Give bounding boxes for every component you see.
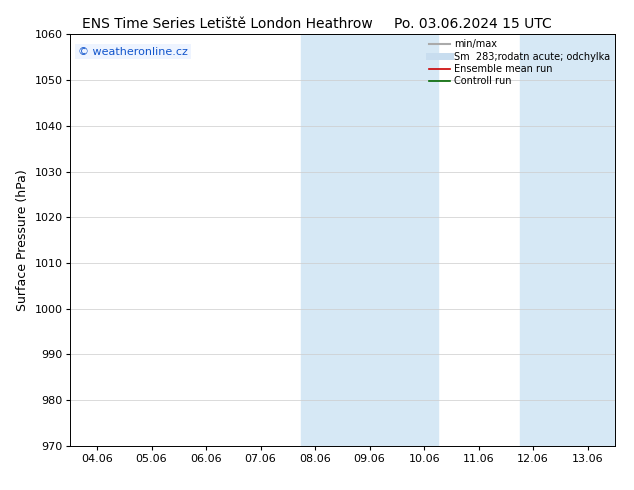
Y-axis label: Surface Pressure (hPa): Surface Pressure (hPa) (16, 169, 29, 311)
Bar (520, 34, 615, 446)
Text: Po. 03.06.2024 15 UTC: Po. 03.06.2024 15 UTC (394, 17, 552, 31)
Text: ENS Time Series Letiště London Heathrow: ENS Time Series Letiště London Heathrow (82, 17, 373, 31)
Text: © weatheronline.cz: © weatheronline.cz (78, 47, 188, 57)
Legend: min/max, Sm  283;rodatn acute; odchylka, Ensemble mean run, Controll run: min/max, Sm 283;rodatn acute; odchylka, … (427, 37, 612, 88)
Bar (302, 34, 437, 446)
